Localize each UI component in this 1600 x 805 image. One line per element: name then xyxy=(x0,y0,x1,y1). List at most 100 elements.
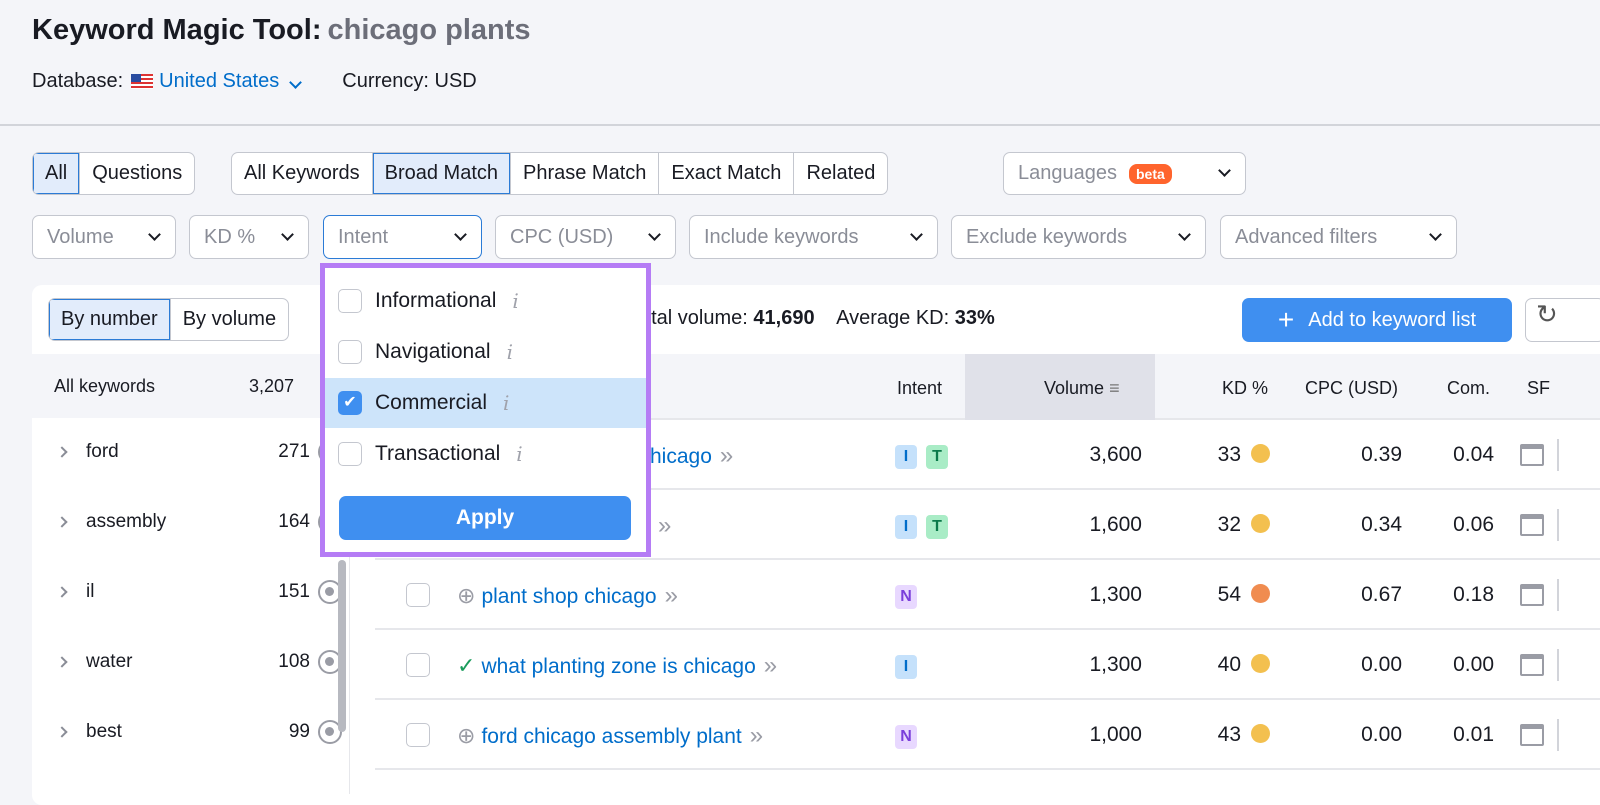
tab-questions[interactable]: Questions xyxy=(92,162,183,184)
tab-exact-match[interactable]: Exact Match xyxy=(659,153,795,194)
sidebar-group-item[interactable]: il 151 xyxy=(32,572,342,612)
chevron-down-icon xyxy=(648,227,661,241)
intent-option[interactable]: Transactional i xyxy=(325,429,646,479)
double-chevron-icon[interactable]: » xyxy=(763,652,778,679)
checkbox[interactable] xyxy=(338,289,362,313)
chevron-right-icon[interactable] xyxy=(56,586,68,598)
add-circle-icon[interactable]: ⊕ xyxy=(457,723,476,748)
table-row xyxy=(375,700,1600,770)
keyword-cell: » xyxy=(650,512,671,540)
intent-cell: N xyxy=(895,723,926,749)
kd-cell: 40 xyxy=(1218,653,1270,677)
serp-features-icon[interactable] xyxy=(1520,514,1544,536)
intent-badge: T xyxy=(926,445,948,469)
database-bar: Database: United States Currency: USD xyxy=(32,70,477,93)
double-chevron-icon[interactable]: » xyxy=(719,442,734,469)
intent-filter[interactable]: Intent xyxy=(323,215,482,259)
sidebar-group-item[interactable]: water 108 xyxy=(32,642,342,682)
volume-sorted-column xyxy=(965,354,1155,420)
apply-button[interactable]: Apply xyxy=(339,496,631,540)
checkbox[interactable] xyxy=(338,340,362,364)
languages-dropdown[interactable]: Languages beta xyxy=(1003,152,1246,195)
info-icon[interactable]: i xyxy=(512,289,519,313)
checkbox[interactable] xyxy=(338,442,362,466)
intent-option[interactable]: Navigational i xyxy=(325,327,646,377)
sidebar-group-item[interactable]: ford 271 xyxy=(32,432,342,472)
tab-related[interactable]: Related xyxy=(806,162,876,184)
col-volume[interactable]: Volume ≡ xyxy=(1044,378,1120,398)
intent-option[interactable]: Informational i xyxy=(325,276,646,326)
tab-broad-match[interactable]: Broad Match xyxy=(372,153,511,194)
row-checkbox[interactable] xyxy=(406,723,430,747)
chevron-right-icon[interactable] xyxy=(56,726,68,738)
chevron-down-icon xyxy=(454,227,467,241)
tab-all[interactable]: All xyxy=(33,153,81,194)
check-circle-icon: ✓ xyxy=(457,653,476,678)
add-circle-icon[interactable]: ⊕ xyxy=(457,583,476,608)
us-flag-icon xyxy=(131,74,154,89)
tab-by-volume[interactable]: By volume xyxy=(182,308,277,330)
com-cell: 0.06 xyxy=(1453,513,1494,536)
tab-by-number[interactable]: By number xyxy=(49,299,171,340)
database-selector[interactable]: United States xyxy=(159,70,304,93)
serp-features-icon[interactable] xyxy=(1520,444,1544,466)
col-sf[interactable]: SF xyxy=(1527,378,1551,398)
sidebar-group-item[interactable]: assembly 164 xyxy=(32,502,342,542)
tab-phrase-match[interactable]: Phrase Match xyxy=(511,153,660,194)
info-icon[interactable]: i xyxy=(516,442,523,466)
intent-option[interactable]: ✔ Commercial i xyxy=(325,378,646,428)
sidebar-scrollbar[interactable] xyxy=(338,560,346,732)
serp-features-icon[interactable] xyxy=(1520,724,1544,746)
double-chevron-icon[interactable]: » xyxy=(749,722,764,749)
cpc-cell: 0.67 xyxy=(1361,583,1402,606)
cpc-cell: 0.00 xyxy=(1361,723,1402,746)
kd-cell: 32 xyxy=(1218,513,1270,537)
sort-icon: ≡ xyxy=(1109,378,1120,398)
table-row xyxy=(375,560,1600,630)
volume-cell: 1,600 xyxy=(1089,513,1142,536)
kd-cell: 33 xyxy=(1218,443,1270,467)
kd-filter[interactable]: KD % xyxy=(189,215,309,259)
exclude-keywords-filter[interactable]: Exclude keywords xyxy=(951,215,1206,259)
eye-icon[interactable] xyxy=(318,720,342,744)
keyword-link[interactable]: what planting zone is chicago xyxy=(481,655,756,678)
sidebar-group-item[interactable]: best 99 xyxy=(32,712,342,752)
add-to-keyword-list-button[interactable]: + Add to keyword list xyxy=(1242,298,1512,342)
col-kd[interactable]: KD % xyxy=(1222,378,1269,398)
info-icon[interactable]: i xyxy=(506,340,513,364)
advanced-filters[interactable]: Advanced filters xyxy=(1220,215,1457,259)
include-keywords-filter[interactable]: Include keywords xyxy=(689,215,938,259)
com-cell: 0.01 xyxy=(1453,723,1494,746)
volume-cell: 1,300 xyxy=(1089,583,1142,606)
serp-features-icon[interactable] xyxy=(1520,584,1544,606)
chevron-right-icon[interactable] xyxy=(56,446,68,458)
info-icon[interactable]: i xyxy=(503,391,510,415)
chevron-down-icon xyxy=(281,227,294,241)
row-checkbox[interactable] xyxy=(406,583,430,607)
divider xyxy=(1557,509,1559,541)
kd-cell: 54 xyxy=(1218,583,1270,607)
chevron-right-icon[interactable] xyxy=(56,656,68,668)
volume-filter[interactable]: Volume xyxy=(32,215,176,259)
keyword-link[interactable]: ford chicago assembly plant xyxy=(481,725,742,748)
chevron-down-icon xyxy=(148,227,161,241)
all-keywords-group[interactable]: All keywords 3,207 xyxy=(32,354,350,418)
refresh-button[interactable]: ↻ xyxy=(1525,298,1600,342)
volume-cell: 3,600 xyxy=(1089,443,1142,466)
serp-features-icon[interactable] xyxy=(1520,654,1544,676)
col-intent[interactable]: Intent xyxy=(897,378,943,398)
col-cpc[interactable]: CPC (USD) xyxy=(1305,378,1398,398)
col-com[interactable]: Com. xyxy=(1447,378,1491,398)
tab-all-keywords[interactable]: All Keywords xyxy=(232,153,373,194)
match-tabs: All Keywords Broad Match Phrase Match Ex… xyxy=(231,152,889,195)
keyword-link[interactable]: hicago xyxy=(650,445,712,468)
cpc-filter[interactable]: CPC (USD) xyxy=(495,215,676,259)
keyword-link[interactable]: plant shop chicago xyxy=(481,585,657,608)
row-checkbox[interactable] xyxy=(406,653,430,677)
double-chevron-icon[interactable]: » xyxy=(658,512,672,539)
chevron-down-icon xyxy=(1429,227,1442,241)
checkbox[interactable]: ✔ xyxy=(338,391,362,415)
chevron-right-icon[interactable] xyxy=(56,516,68,528)
double-chevron-icon[interactable]: » xyxy=(664,582,678,609)
